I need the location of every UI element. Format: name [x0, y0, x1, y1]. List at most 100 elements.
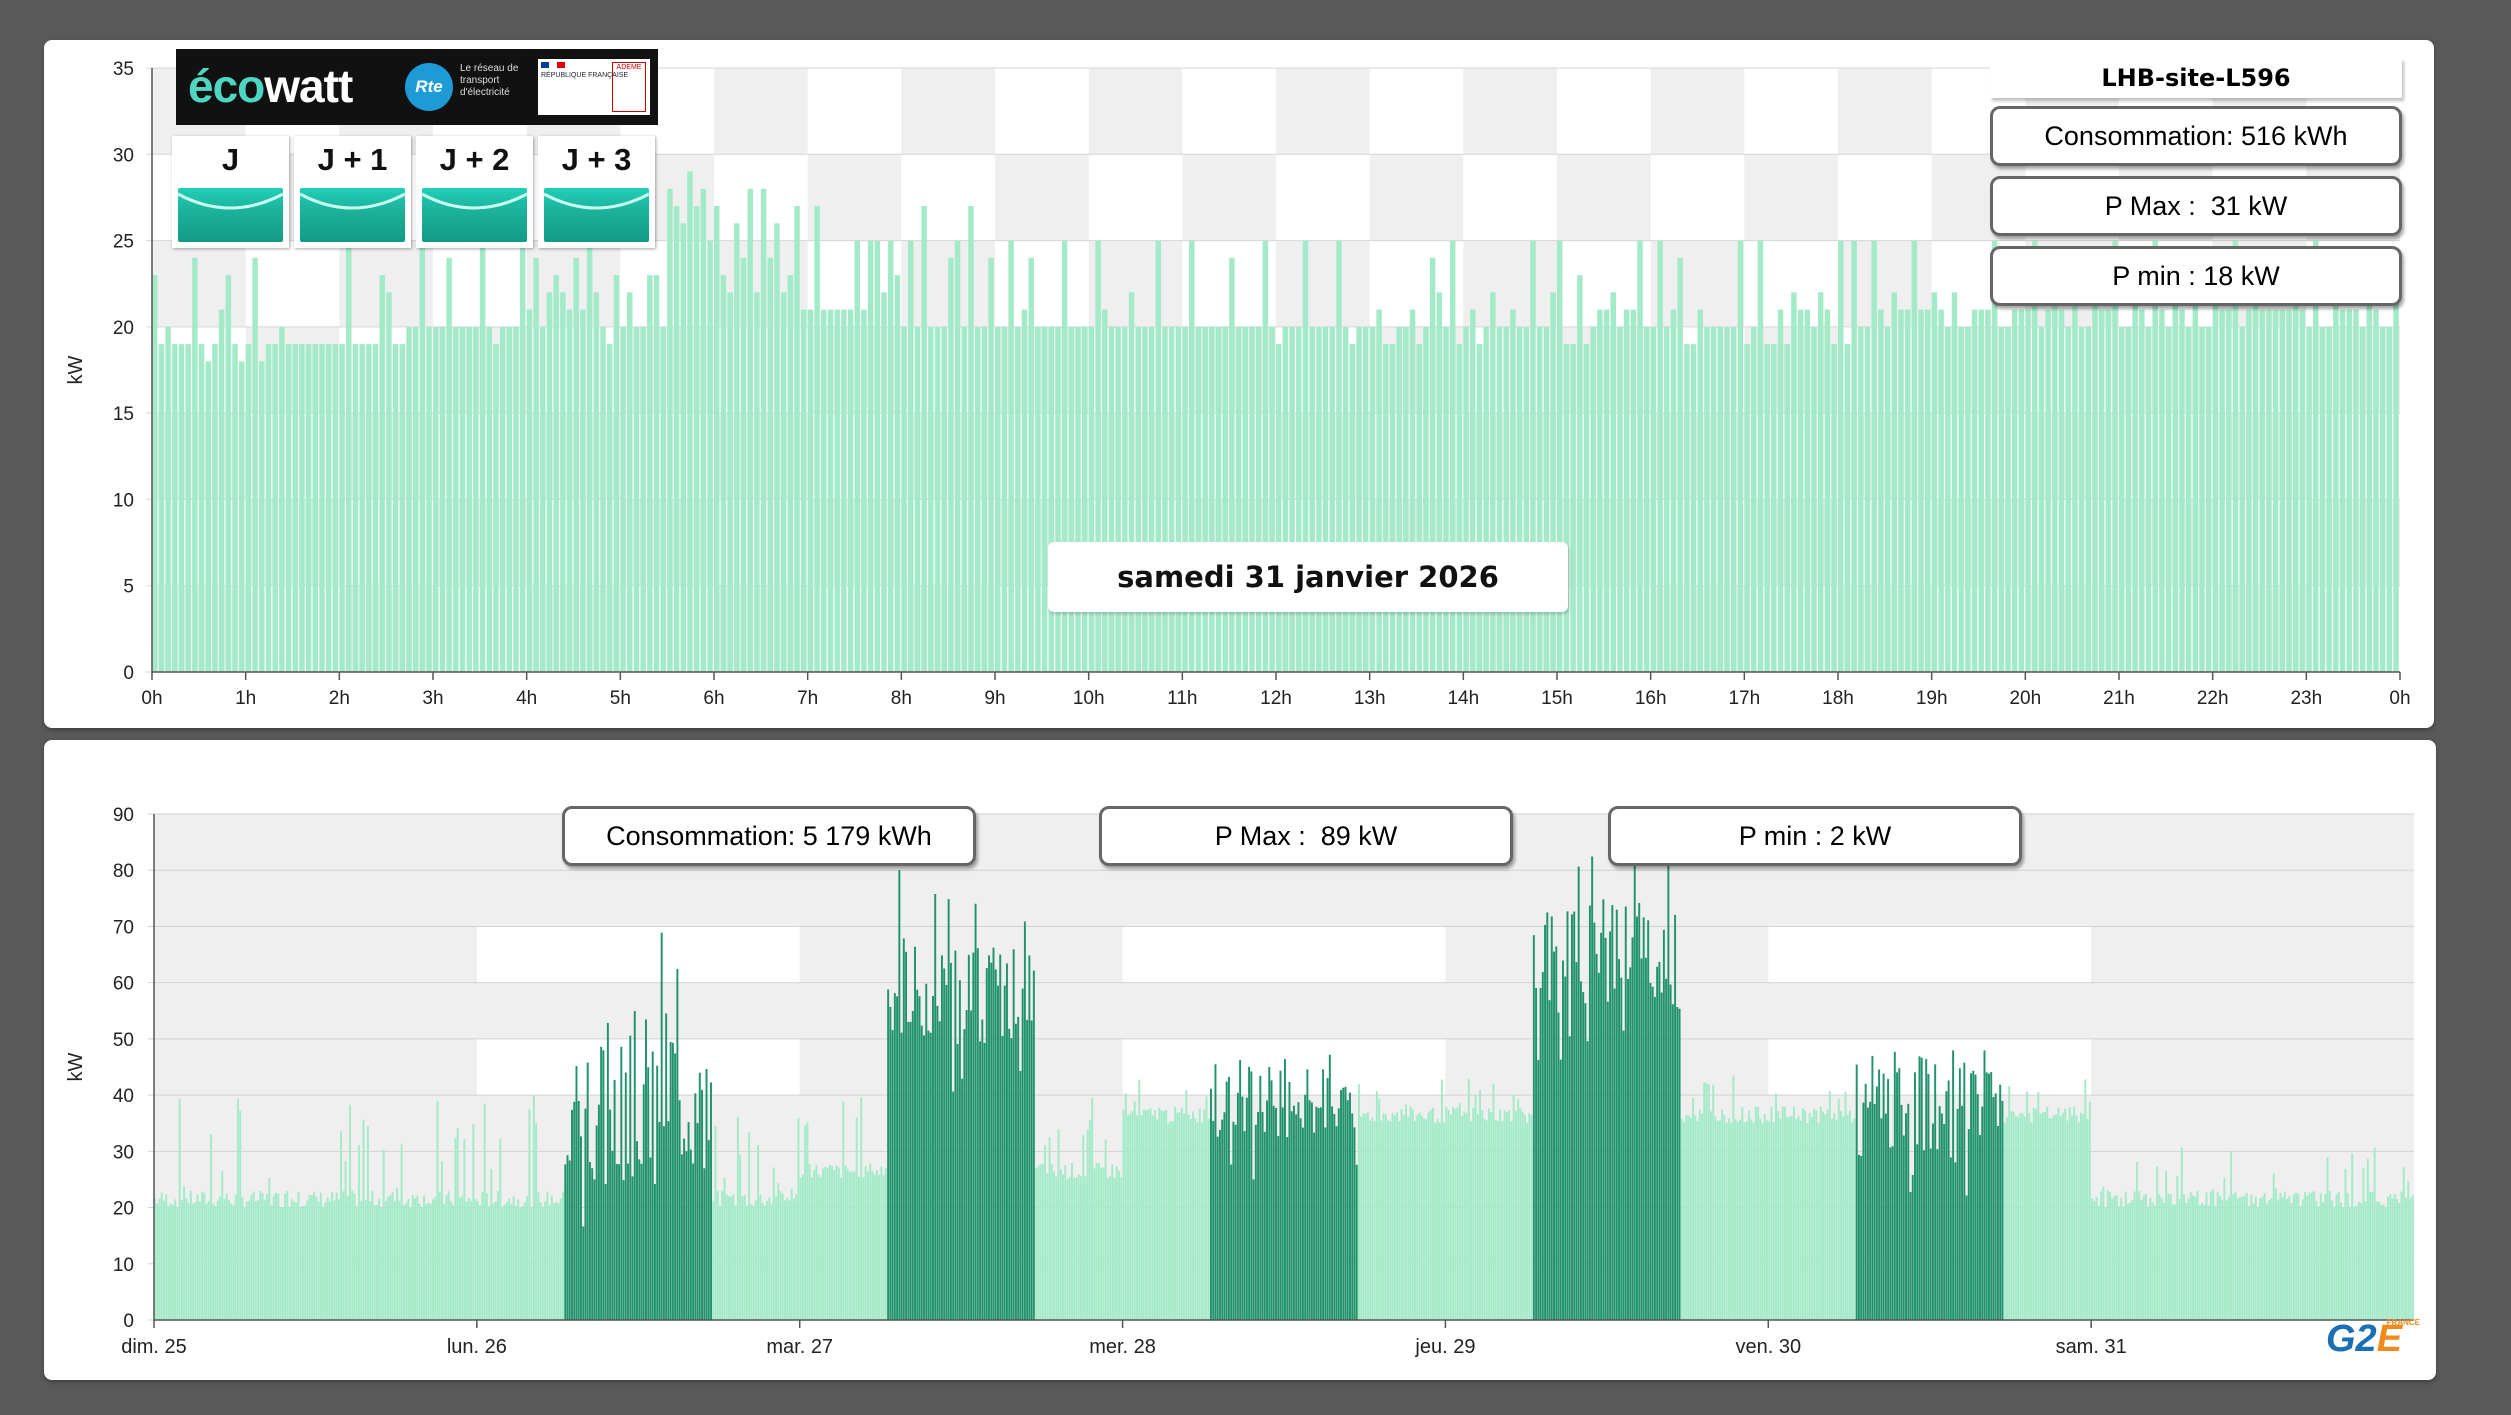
- bar: [1972, 1070, 1975, 1320]
- bar: [1744, 344, 1750, 672]
- bar: [1855, 1064, 1858, 1320]
- bar: [1835, 1120, 1838, 1320]
- bar: [270, 1204, 273, 1320]
- bar: [994, 969, 997, 1320]
- bar: [1636, 916, 1638, 1320]
- bar: [714, 206, 720, 673]
- bar: [1322, 1069, 1325, 1320]
- bar: [788, 1200, 791, 1320]
- bar: [1707, 1084, 1710, 1320]
- grid-band: [807, 154, 902, 241]
- bar: [898, 870, 901, 1320]
- bar: [2279, 309, 2286, 672]
- bar: [1851, 1122, 1854, 1320]
- bar: [2214, 1206, 2217, 1320]
- bar: [1044, 1145, 1047, 1320]
- bar: [949, 962, 952, 1320]
- bar: [180, 1200, 183, 1320]
- x-tick-label: 19h: [1916, 688, 1948, 709]
- bar: [928, 326, 934, 672]
- bar: [2030, 1122, 2033, 1320]
- bar: [1662, 929, 1665, 1320]
- bar: [1445, 1107, 1448, 1320]
- bar: [172, 344, 178, 672]
- bar: [2389, 1194, 2392, 1320]
- bar: [2183, 1194, 2186, 1320]
- ecowatt-day-j2[interactable]: J + 2: [416, 136, 533, 248]
- bar: [956, 1043, 959, 1320]
- bar: [1485, 1120, 1488, 1320]
- bar: [535, 1123, 538, 1320]
- bar: [223, 1199, 226, 1320]
- ecowatt-day-j3[interactable]: J + 3: [538, 136, 655, 248]
- bar: [759, 1194, 762, 1320]
- bar: [2266, 1203, 2268, 1320]
- bar: [160, 1192, 163, 1320]
- bar: [1918, 309, 1924, 672]
- republique-francaise-logo: RÉPUBLIQUE FRANÇAISE ADEME: [538, 59, 650, 115]
- bar: [1992, 1097, 1995, 1320]
- bar: [1467, 1078, 1470, 1320]
- bar: [1309, 326, 1315, 672]
- bar: [1846, 1114, 1849, 1320]
- bar: [658, 1121, 661, 1320]
- bar: [2017, 1116, 2020, 1320]
- bar: [384, 1200, 387, 1320]
- bar: [523, 1202, 526, 1320]
- bar: [2169, 1194, 2172, 1320]
- bar: [2008, 1086, 2011, 1320]
- ecowatt-banner[interactable]: écowatt Rte Le réseau de transport d'éle…: [176, 49, 658, 125]
- bar: [362, 1119, 365, 1320]
- bar: [232, 344, 238, 672]
- bar: [1481, 1110, 1484, 1320]
- bar: [310, 1195, 313, 1320]
- bar: [279, 1206, 282, 1320]
- bar: [2133, 1191, 2136, 1320]
- bar: [2057, 1107, 2060, 1320]
- bar: [1579, 981, 1582, 1320]
- bar: [472, 1123, 475, 1320]
- bar: [1689, 1117, 1692, 1320]
- ecowatt-day-j[interactable]: J: [172, 136, 289, 248]
- grid-band: [1768, 926, 2092, 983]
- bar: [602, 1050, 605, 1320]
- bar: [1771, 344, 1777, 672]
- bar: [1452, 1107, 1455, 1320]
- bar: [948, 257, 954, 672]
- bar: [1014, 1023, 1017, 1320]
- bar: [667, 188, 673, 673]
- bar: [2028, 1112, 2031, 1320]
- bar: [1115, 1166, 1118, 1320]
- bar: [2315, 1201, 2318, 1320]
- bar: [183, 1186, 186, 1320]
- bar: [1239, 1060, 1242, 1320]
- bar: [831, 1165, 834, 1320]
- bar: [757, 1145, 760, 1320]
- bar: [299, 344, 305, 672]
- weekly-load-chart: 0 10 20 30 40 50 60 70 80 90 dim. 25 lun. 26 mar. 27…: [65, 805, 2414, 1358]
- bar: [1990, 1071, 1993, 1320]
- y-tick-label: 35: [113, 59, 134, 80]
- ecowatt-day-j1[interactable]: J + 1: [294, 136, 411, 248]
- bar: [263, 1199, 266, 1320]
- bar: [787, 275, 794, 672]
- bar: [2219, 309, 2225, 672]
- y-tick-label: 5: [123, 577, 134, 598]
- bar: [1891, 1146, 1894, 1320]
- bar: [1620, 977, 1623, 1320]
- bar: [1001, 326, 1008, 672]
- bar: [2364, 1201, 2367, 1320]
- bar: [453, 326, 459, 672]
- bar: [1617, 326, 1623, 672]
- bar: [1730, 1123, 1733, 1320]
- bar: [2138, 1191, 2141, 1320]
- bar: [2246, 309, 2252, 672]
- bar: [1884, 1113, 1887, 1320]
- bar: [992, 947, 995, 1320]
- bar: [1122, 326, 1128, 672]
- bar: [887, 240, 894, 673]
- bar: [2048, 1117, 2051, 1320]
- bar: [597, 1104, 600, 1320]
- bar: [2129, 1202, 2132, 1320]
- bar: [230, 1203, 233, 1320]
